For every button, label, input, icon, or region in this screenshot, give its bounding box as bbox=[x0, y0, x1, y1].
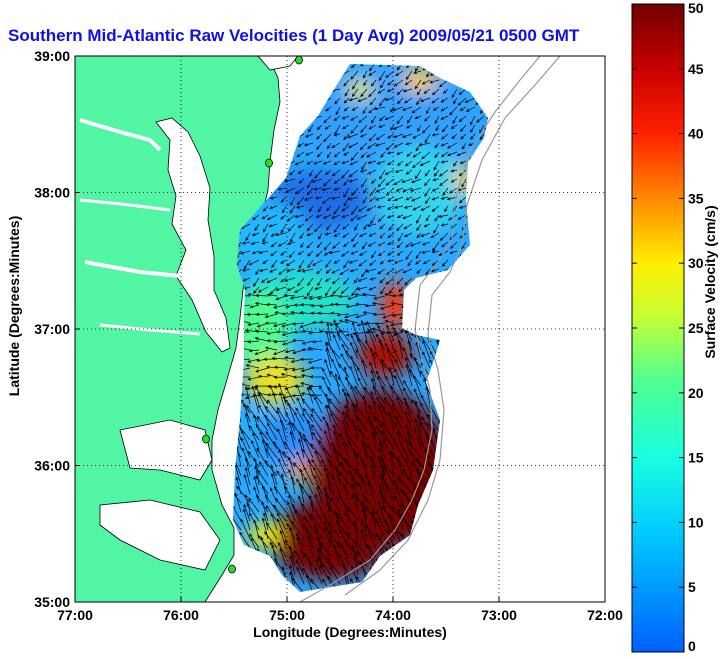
x-tick-label: 74:00 bbox=[375, 607, 411, 623]
colorbar-tick-label: 20 bbox=[688, 385, 704, 401]
x-tick-label: 76:00 bbox=[163, 607, 199, 623]
land-mass bbox=[75, 56, 299, 602]
radar-station-marker bbox=[202, 434, 210, 444]
radar-station-marker bbox=[228, 564, 236, 574]
y-tick-label: 36:00 bbox=[34, 458, 70, 474]
colorbar-tick-label: 25 bbox=[688, 320, 704, 336]
y-tick-label: 39:00 bbox=[34, 48, 70, 64]
colorbar-axis: 0 5 10 15 20 25 30 35 40 45 50 bbox=[632, 0, 704, 654]
colorbar-label: Surface Velocity (cm/s) bbox=[702, 205, 718, 359]
x-tick-label: 77:00 bbox=[57, 607, 93, 623]
colorbar bbox=[631, 3, 685, 653]
x-tick-label: 72:00 bbox=[587, 607, 623, 623]
y-axis: 35:00 36:00 37:00 38:00 39:00 bbox=[34, 48, 80, 610]
colorbar-tick-label: 50 bbox=[688, 0, 704, 16]
y-axis-label: Latitude (Degrees:Minutes) bbox=[6, 215, 22, 397]
map-grid bbox=[75, 56, 605, 602]
y-tick-label: 38:00 bbox=[34, 185, 70, 201]
y-tick-label: 35:00 bbox=[34, 594, 70, 610]
colorbar-tick-label: 45 bbox=[688, 61, 704, 77]
colorbar-tick-label: 15 bbox=[688, 450, 704, 466]
hf-radar-stations bbox=[202, 55, 303, 574]
x-axis: 77:00 76:00 75:00 74:00 73:00 72:00 bbox=[57, 597, 623, 623]
x-tick-label: 75:00 bbox=[269, 607, 305, 623]
colorbar-tick-label: 0 bbox=[688, 638, 696, 654]
bathymetry-contours bbox=[299, 56, 561, 602]
y-tick-label: 37:00 bbox=[34, 321, 70, 337]
x-axis-label: Longitude (Degrees:Minutes) bbox=[253, 624, 447, 640]
colorbar-tick-label: 35 bbox=[688, 190, 704, 206]
velocity-field bbox=[233, 64, 488, 592]
colorbar-tick-label: 10 bbox=[688, 514, 704, 530]
colorbar-tick-label: 40 bbox=[688, 126, 704, 142]
map-title: Southern Mid-Atlantic Raw Velocities (1 … bbox=[8, 26, 580, 45]
colorbar-tick-label: 30 bbox=[688, 255, 704, 271]
colorbar-tick-label: 5 bbox=[688, 579, 696, 595]
radar-station-marker bbox=[265, 158, 273, 168]
radar-station-marker bbox=[295, 55, 303, 65]
x-tick-label: 73:00 bbox=[481, 607, 517, 623]
